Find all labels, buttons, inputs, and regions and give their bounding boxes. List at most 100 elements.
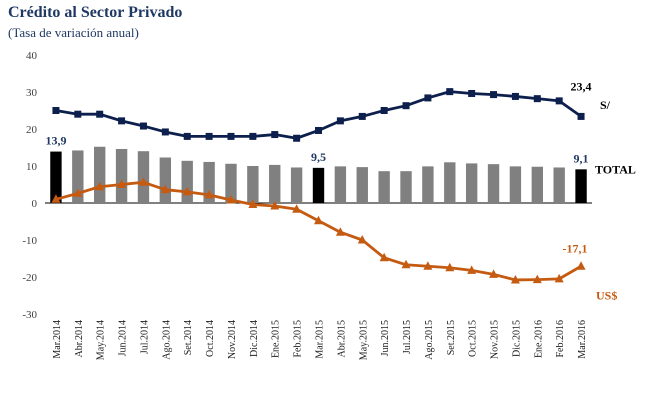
bar-total xyxy=(422,166,434,203)
x-tick-label: Feb.2016 xyxy=(555,320,566,358)
data-label: 9,1 xyxy=(574,151,589,165)
x-tick-label: Dic.2014 xyxy=(249,320,260,357)
x-tick-label: Abr.2014 xyxy=(74,320,85,358)
bar-total xyxy=(247,166,259,203)
point-soles xyxy=(511,92,519,100)
bar-total xyxy=(465,163,478,203)
point-soles xyxy=(293,134,301,142)
point-soles xyxy=(555,97,563,105)
point-dollars xyxy=(73,188,83,197)
point-soles xyxy=(161,128,169,136)
axis-layer: -30 -20 -10 0 10 20 30 40 Mar.2014 Abr.2014 May.20… xyxy=(22,50,592,360)
point-soles xyxy=(183,132,191,140)
point-soles xyxy=(227,132,235,140)
x-tick-label: Nov.2014 xyxy=(227,320,238,359)
chart-title: Crédito al Sector Privado xyxy=(8,4,183,21)
point-soles xyxy=(446,88,454,96)
point-dollars xyxy=(292,204,302,213)
x-tick-label: Jun.2014 xyxy=(118,320,129,356)
x-tick-label: Jul.2014 xyxy=(139,320,150,354)
bar-total xyxy=(115,148,128,203)
x-tick-label: Set.2015 xyxy=(446,320,457,355)
bar-total xyxy=(531,166,543,203)
point-dollars xyxy=(554,273,564,283)
x-tick-label: Mar.2015 xyxy=(315,320,326,359)
series-label: US$ xyxy=(596,289,617,303)
y-tick-label: 30 xyxy=(26,87,38,99)
point-soles xyxy=(533,95,541,103)
chart-subtitle: (Tasa de variación anual) xyxy=(8,25,139,40)
point-soles xyxy=(118,117,126,125)
point-dollars xyxy=(204,189,214,199)
point-dollars xyxy=(335,227,345,236)
point-dollars xyxy=(182,186,192,196)
y-tick-label: 10 xyxy=(26,161,38,173)
data-label: 9,5 xyxy=(311,150,326,164)
point-dollars xyxy=(576,261,586,270)
point-soles xyxy=(249,132,257,140)
point-soles xyxy=(577,112,585,120)
point-soles xyxy=(468,89,476,97)
point-soles xyxy=(424,94,432,102)
bar-total xyxy=(334,166,347,203)
point-dollars xyxy=(423,261,433,270)
bar-total xyxy=(400,171,412,203)
bar-total xyxy=(159,157,172,203)
bar-total xyxy=(312,167,325,203)
bar-total xyxy=(378,171,390,203)
point-dollars xyxy=(445,262,455,272)
series-label: TOTAL xyxy=(595,162,636,176)
line-layer xyxy=(51,88,586,284)
x-tick-label: May.2014 xyxy=(96,320,107,360)
x-tick-label: Oct.2014 xyxy=(205,320,216,357)
label-layer: 13,9 9,5 9,1 23,4 -17,1 S/TOTAL US$ xyxy=(45,79,635,302)
bar-total xyxy=(94,146,106,203)
point-soles xyxy=(358,112,366,120)
data-label: 13,9 xyxy=(45,134,66,148)
bar-total xyxy=(575,169,587,203)
point-soles xyxy=(336,117,344,125)
x-tick-label: Set.2014 xyxy=(183,320,194,355)
point-dollars xyxy=(270,200,280,210)
point-soles xyxy=(490,91,498,99)
bar-total xyxy=(225,163,237,203)
x-tick-label: Ene.2015 xyxy=(271,320,282,358)
x-tick-label: Feb.2015 xyxy=(293,320,304,358)
bar-total xyxy=(137,151,150,203)
x-tick-label: Mar.2014 xyxy=(52,320,63,359)
y-tick-label: 40 xyxy=(26,50,38,62)
y-tick-label: -20 xyxy=(22,272,37,284)
x-tick-label: Mar.2016 xyxy=(577,320,588,359)
data-label: -17,1 xyxy=(563,241,588,255)
y-tick-label: 20 xyxy=(26,124,38,136)
point-dollars xyxy=(248,199,258,208)
y-tick-label: -10 xyxy=(22,235,37,247)
x-tick-label: Abr.2015 xyxy=(336,320,347,358)
bar-total xyxy=(487,164,500,203)
point-soles xyxy=(315,126,322,134)
point-dollars xyxy=(401,259,411,269)
point-soles xyxy=(402,102,410,110)
series-label: S/ xyxy=(600,98,611,112)
point-soles xyxy=(96,110,104,118)
point-soles xyxy=(380,107,388,114)
point-dollars xyxy=(117,179,127,188)
point-soles xyxy=(52,107,60,114)
point-dollars xyxy=(510,274,520,284)
bar-total xyxy=(509,166,522,203)
point-dollars xyxy=(467,265,477,274)
bar-total xyxy=(181,160,193,203)
y-tick-label: -30 xyxy=(22,309,37,321)
bar-total xyxy=(72,150,84,203)
point-dollars xyxy=(314,215,323,225)
x-tick-label: Nov.2015 xyxy=(490,320,501,359)
point-dollars xyxy=(95,181,105,191)
bar-total xyxy=(290,167,303,203)
point-dollars xyxy=(379,252,389,262)
point-soles xyxy=(271,131,279,139)
x-tick-label: May.2015 xyxy=(358,320,369,360)
point-soles xyxy=(139,122,147,130)
point-dollars xyxy=(532,274,542,284)
point-dollars xyxy=(489,269,499,278)
